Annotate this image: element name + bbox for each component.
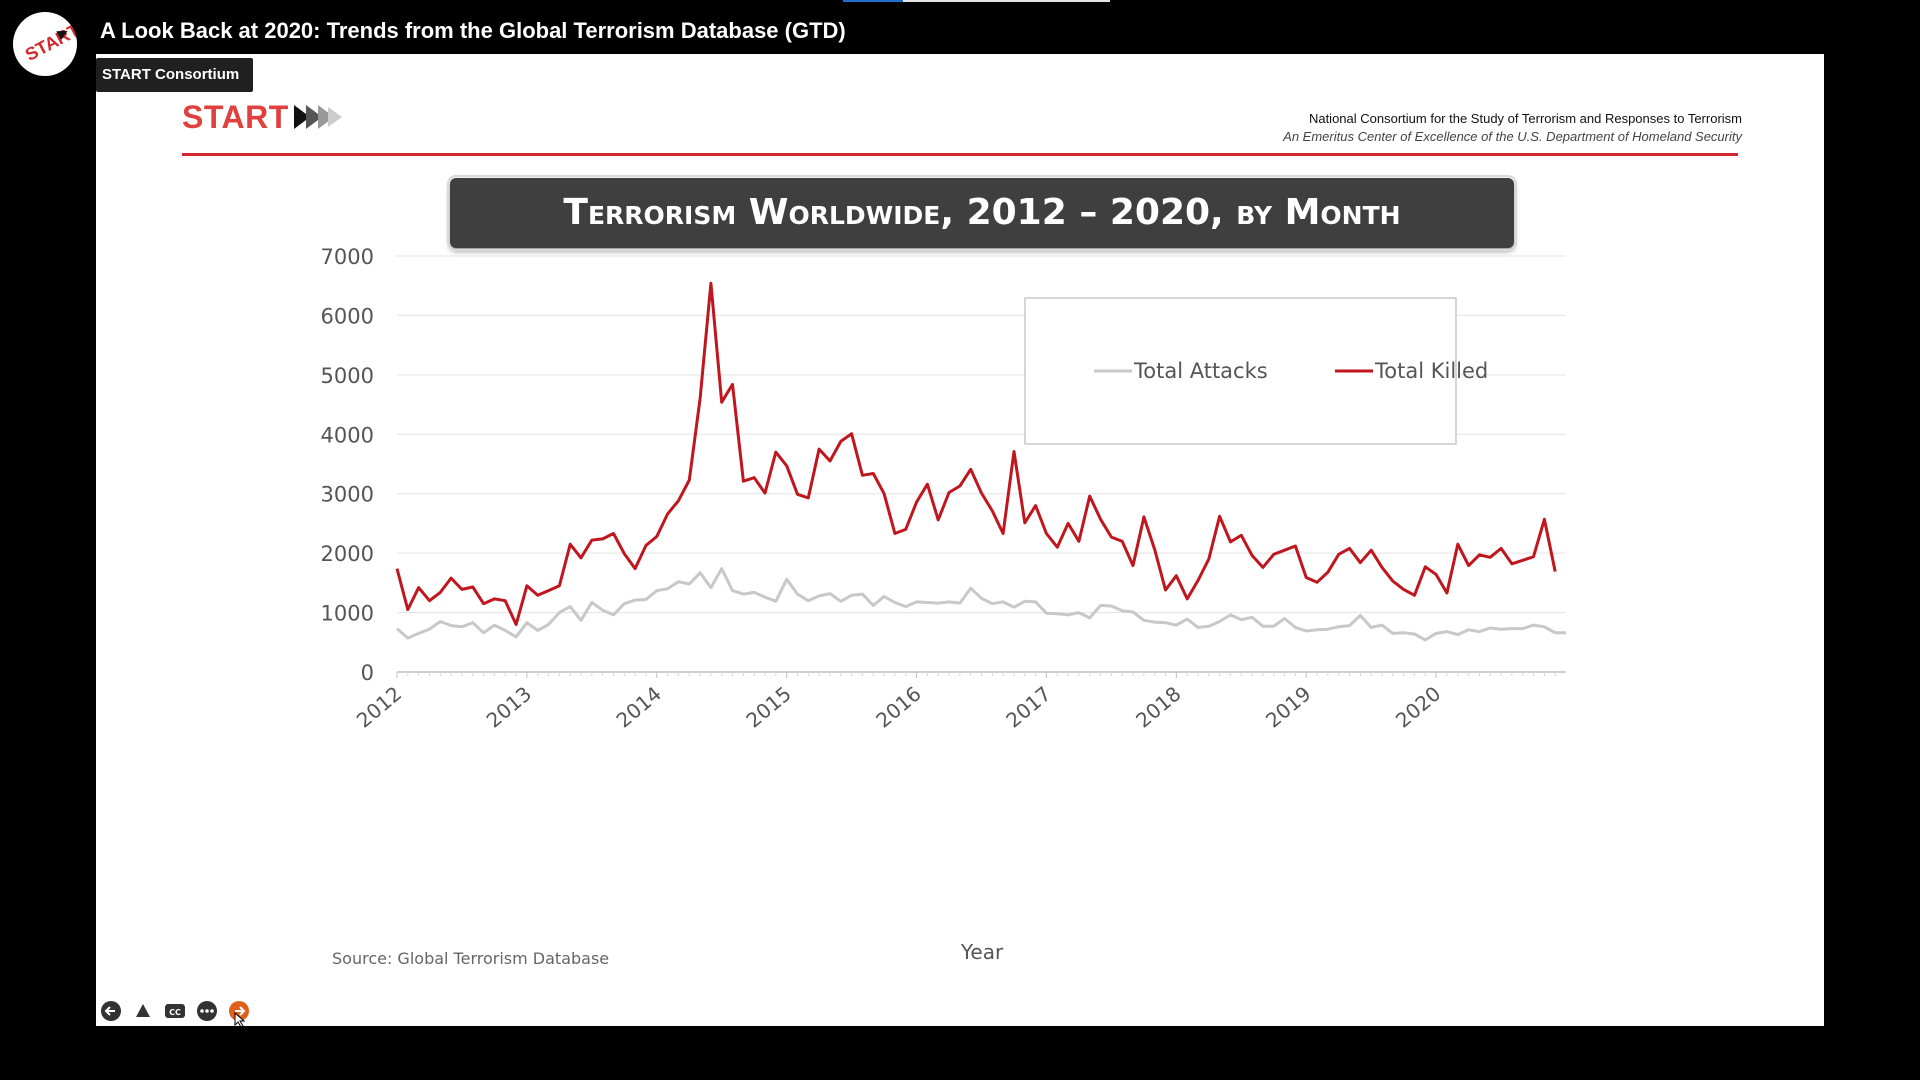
- start-logo-word: START: [182, 99, 289, 135]
- closed-captions-icon[interactable]: CC: [164, 1000, 186, 1022]
- x-tick-label: 2012: [352, 681, 406, 732]
- x-tick-label: 2017: [1001, 681, 1055, 732]
- x-tick-label: 2020: [1391, 681, 1445, 732]
- source-note: Source: Global Terrorism Database: [332, 949, 609, 968]
- more-options-icon[interactable]: [196, 1000, 218, 1022]
- y-axis-ticks: 0 1000 2000 3000 4000 5000 6000 7000: [321, 245, 374, 685]
- svg-text:CC: CC: [169, 1008, 181, 1017]
- x-axis-ticks: 2012 2013 2014 2015 2016 2017 2018 2019 2020: [352, 672, 1556, 733]
- x-tick-label: 2015: [741, 681, 795, 732]
- channel-name-badge[interactable]: START Consortium: [96, 58, 254, 92]
- svg-text:START: START: [22, 20, 77, 65]
- y-tick-label: 2000: [321, 542, 374, 566]
- y-tick-label: 3000: [321, 483, 374, 507]
- org-name: National Consortium for the Study of Ter…: [1308, 111, 1742, 126]
- arrow-chevrons-icon: [294, 105, 343, 129]
- organization-text: National Consortium for the Study of Ter…: [1283, 111, 1742, 144]
- x-tick-label: 2016: [871, 681, 925, 732]
- y-tick-label: 1000: [321, 602, 374, 626]
- x-axis-label: Year: [960, 940, 1004, 964]
- x-tick-label: 2019: [1261, 681, 1315, 732]
- y-tick-label: 5000: [321, 364, 374, 388]
- series-line-total-attacks: [396, 567, 1566, 642]
- x-tick-label: 2018: [1131, 681, 1185, 732]
- presentation-slide: START National Consortium for the Study …: [96, 54, 1824, 1028]
- channel-logo[interactable]: START: [13, 12, 77, 76]
- x-tick-label: 2014: [612, 681, 666, 732]
- cursor-icon: [234, 1012, 246, 1028]
- video-title: A Look Back at 2020: Trends from the Glo…: [100, 18, 846, 43]
- y-tick-label: 4000: [321, 423, 374, 447]
- start-logo: START: [182, 99, 344, 135]
- chart-series: [395, 281, 1566, 642]
- chart-legend: Total Attacks Total Killed: [1024, 297, 1488, 445]
- progress-accent: [843, 0, 1110, 2]
- series-line-total-killed: [395, 281, 1557, 626]
- y-tick-label: 0: [361, 661, 374, 685]
- triangle-icon[interactable]: [132, 1000, 154, 1022]
- forward-arrow-icon[interactable]: [228, 1000, 250, 1022]
- x-tick-label: 2013: [482, 681, 536, 732]
- header-divider: [182, 153, 1738, 156]
- legend-label-total-killed: Total Killed: [1374, 359, 1488, 383]
- back-arrow-icon[interactable]: [100, 1000, 122, 1022]
- legend-label-total-attacks: Total Attacks: [1133, 359, 1268, 383]
- y-tick-label: 6000: [321, 304, 374, 328]
- org-subtitle: An Emeritus Center of Excellence of the …: [1283, 129, 1742, 144]
- chart-title: Terrorism Worldwide, 2012 – 2020, by Mon…: [447, 175, 1517, 251]
- y-tick-label: 7000: [321, 245, 374, 269]
